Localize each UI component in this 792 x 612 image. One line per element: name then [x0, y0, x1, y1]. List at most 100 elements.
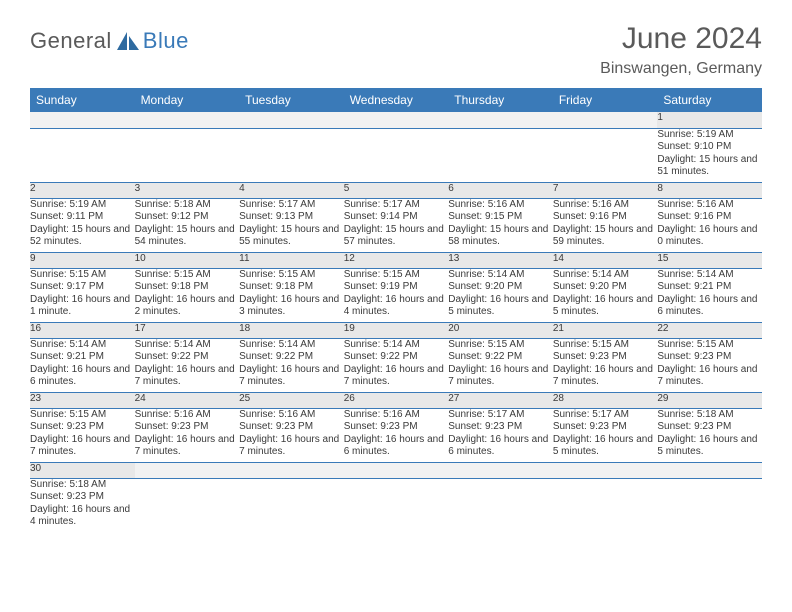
- day-number-cell: [344, 112, 449, 128]
- day-number-cell: 24: [135, 392, 240, 408]
- day-detail-cell: Sunrise: 5:18 AMSunset: 9:12 PMDaylight:…: [135, 198, 240, 252]
- sunset-text: Sunset: 9:22 PM: [344, 351, 449, 364]
- daylight-text: Daylight: 16 hours and 2 minutes.: [135, 294, 240, 319]
- sunrise-text: Sunrise: 5:15 AM: [657, 339, 762, 352]
- day-detail-cell: Sunrise: 5:15 AMSunset: 9:19 PMDaylight:…: [344, 268, 449, 322]
- sunset-text: Sunset: 9:23 PM: [30, 491, 135, 504]
- day-detail-cell: Sunrise: 5:15 AMSunset: 9:23 PMDaylight:…: [30, 408, 135, 462]
- sunrise-text: Sunrise: 5:16 AM: [135, 409, 240, 422]
- day-number-cell: [30, 112, 135, 128]
- day-detail-cell: [553, 128, 658, 182]
- day-detail-cell: [135, 128, 240, 182]
- sunrise-text: Sunrise: 5:15 AM: [553, 339, 658, 352]
- day-detail-cell: Sunrise: 5:16 AMSunset: 9:15 PMDaylight:…: [448, 198, 553, 252]
- sunrise-text: Sunrise: 5:18 AM: [135, 199, 240, 212]
- sunset-text: Sunset: 9:23 PM: [553, 421, 658, 434]
- day-detail-cell: [553, 478, 658, 532]
- sunrise-text: Sunrise: 5:14 AM: [239, 339, 344, 352]
- day-number-cell: 17: [135, 322, 240, 338]
- daylight-text: Daylight: 16 hours and 7 minutes.: [135, 434, 240, 459]
- daylight-text: Daylight: 15 hours and 51 minutes.: [657, 154, 762, 179]
- sunrise-text: Sunrise: 5:16 AM: [344, 409, 449, 422]
- sunset-text: Sunset: 9:18 PM: [135, 281, 240, 294]
- day-detail-cell: Sunrise: 5:16 AMSunset: 9:23 PMDaylight:…: [239, 408, 344, 462]
- day-detail-cell: Sunrise: 5:18 AMSunset: 9:23 PMDaylight:…: [30, 478, 135, 532]
- sunset-text: Sunset: 9:17 PM: [30, 281, 135, 294]
- weekday-header: Friday: [553, 88, 658, 112]
- day-detail-cell: Sunrise: 5:14 AMSunset: 9:20 PMDaylight:…: [448, 268, 553, 322]
- sunset-text: Sunset: 9:22 PM: [239, 351, 344, 364]
- sunrise-text: Sunrise: 5:15 AM: [135, 269, 240, 282]
- day-detail-cell: [344, 478, 449, 532]
- weekday-header: Monday: [135, 88, 240, 112]
- day-number-cell: 5: [344, 182, 449, 198]
- daynum-row: 30: [30, 462, 762, 478]
- sunrise-text: Sunrise: 5:16 AM: [448, 199, 553, 212]
- sunset-text: Sunset: 9:22 PM: [448, 351, 553, 364]
- daynum-row: 23242526272829: [30, 392, 762, 408]
- day-detail-cell: Sunrise: 5:14 AMSunset: 9:21 PMDaylight:…: [657, 268, 762, 322]
- day-number-cell: [239, 462, 344, 478]
- day-number-cell: 13: [448, 252, 553, 268]
- sunrise-text: Sunrise: 5:18 AM: [657, 409, 762, 422]
- sail-icon: [115, 30, 141, 52]
- sunrise-text: Sunrise: 5:15 AM: [30, 409, 135, 422]
- daylight-text: Daylight: 16 hours and 3 minutes.: [239, 294, 344, 319]
- day-detail-cell: Sunrise: 5:16 AMSunset: 9:23 PMDaylight:…: [344, 408, 449, 462]
- daynum-row: 16171819202122: [30, 322, 762, 338]
- day-number-cell: 4: [239, 182, 344, 198]
- day-detail-cell: Sunrise: 5:19 AMSunset: 9:11 PMDaylight:…: [30, 198, 135, 252]
- daylight-text: Daylight: 16 hours and 6 minutes.: [657, 294, 762, 319]
- day-detail-cell: Sunrise: 5:17 AMSunset: 9:14 PMDaylight:…: [344, 198, 449, 252]
- day-detail-cell: [657, 478, 762, 532]
- sunset-text: Sunset: 9:18 PM: [239, 281, 344, 294]
- calendar-table: Sunday Monday Tuesday Wednesday Thursday…: [30, 88, 762, 532]
- sunrise-text: Sunrise: 5:15 AM: [344, 269, 449, 282]
- daylight-text: Daylight: 16 hours and 5 minutes.: [448, 294, 553, 319]
- daylight-text: Daylight: 15 hours and 57 minutes.: [344, 224, 449, 249]
- day-number-cell: 9: [30, 252, 135, 268]
- sunset-text: Sunset: 9:13 PM: [239, 211, 344, 224]
- logo: General Blue: [30, 28, 189, 54]
- day-number-cell: 28: [553, 392, 658, 408]
- sunrise-text: Sunrise: 5:19 AM: [657, 129, 762, 142]
- daylight-text: Daylight: 16 hours and 0 minutes.: [657, 224, 762, 249]
- sunrise-text: Sunrise: 5:14 AM: [135, 339, 240, 352]
- sunset-text: Sunset: 9:16 PM: [657, 211, 762, 224]
- logo-text-blue: Blue: [143, 28, 189, 54]
- sunrise-text: Sunrise: 5:18 AM: [30, 479, 135, 492]
- day-number-cell: 11: [239, 252, 344, 268]
- day-number-cell: 20: [448, 322, 553, 338]
- daynum-row: 2345678: [30, 182, 762, 198]
- sunrise-text: Sunrise: 5:15 AM: [239, 269, 344, 282]
- daylight-text: Daylight: 16 hours and 4 minutes.: [344, 294, 449, 319]
- day-number-cell: [239, 112, 344, 128]
- sunrise-text: Sunrise: 5:17 AM: [344, 199, 449, 212]
- day-detail-cell: Sunrise: 5:15 AMSunset: 9:23 PMDaylight:…: [553, 338, 658, 392]
- day-number-cell: 21: [553, 322, 658, 338]
- sunset-text: Sunset: 9:23 PM: [657, 351, 762, 364]
- detail-row: Sunrise: 5:19 AMSunset: 9:11 PMDaylight:…: [30, 198, 762, 252]
- day-detail-cell: Sunrise: 5:19 AMSunset: 9:10 PMDaylight:…: [657, 128, 762, 182]
- day-number-cell: 15: [657, 252, 762, 268]
- day-detail-cell: Sunrise: 5:15 AMSunset: 9:22 PMDaylight:…: [448, 338, 553, 392]
- sunset-text: Sunset: 9:20 PM: [553, 281, 658, 294]
- sunset-text: Sunset: 9:16 PM: [553, 211, 658, 224]
- logo-text-general: General: [30, 28, 112, 54]
- day-detail-cell: [239, 128, 344, 182]
- day-number-cell: 12: [344, 252, 449, 268]
- daynum-row: 1: [30, 112, 762, 128]
- day-number-cell: 19: [344, 322, 449, 338]
- day-number-cell: [448, 462, 553, 478]
- day-detail-cell: Sunrise: 5:14 AMSunset: 9:22 PMDaylight:…: [135, 338, 240, 392]
- sunset-text: Sunset: 9:23 PM: [657, 421, 762, 434]
- sunset-text: Sunset: 9:20 PM: [448, 281, 553, 294]
- sunrise-text: Sunrise: 5:15 AM: [30, 269, 135, 282]
- sunset-text: Sunset: 9:14 PM: [344, 211, 449, 224]
- day-detail-cell: Sunrise: 5:15 AMSunset: 9:17 PMDaylight:…: [30, 268, 135, 322]
- day-detail-cell: [448, 128, 553, 182]
- daylight-text: Daylight: 16 hours and 7 minutes.: [135, 364, 240, 389]
- sunrise-text: Sunrise: 5:17 AM: [448, 409, 553, 422]
- day-detail-cell: Sunrise: 5:14 AMSunset: 9:21 PMDaylight:…: [30, 338, 135, 392]
- day-number-cell: 16: [30, 322, 135, 338]
